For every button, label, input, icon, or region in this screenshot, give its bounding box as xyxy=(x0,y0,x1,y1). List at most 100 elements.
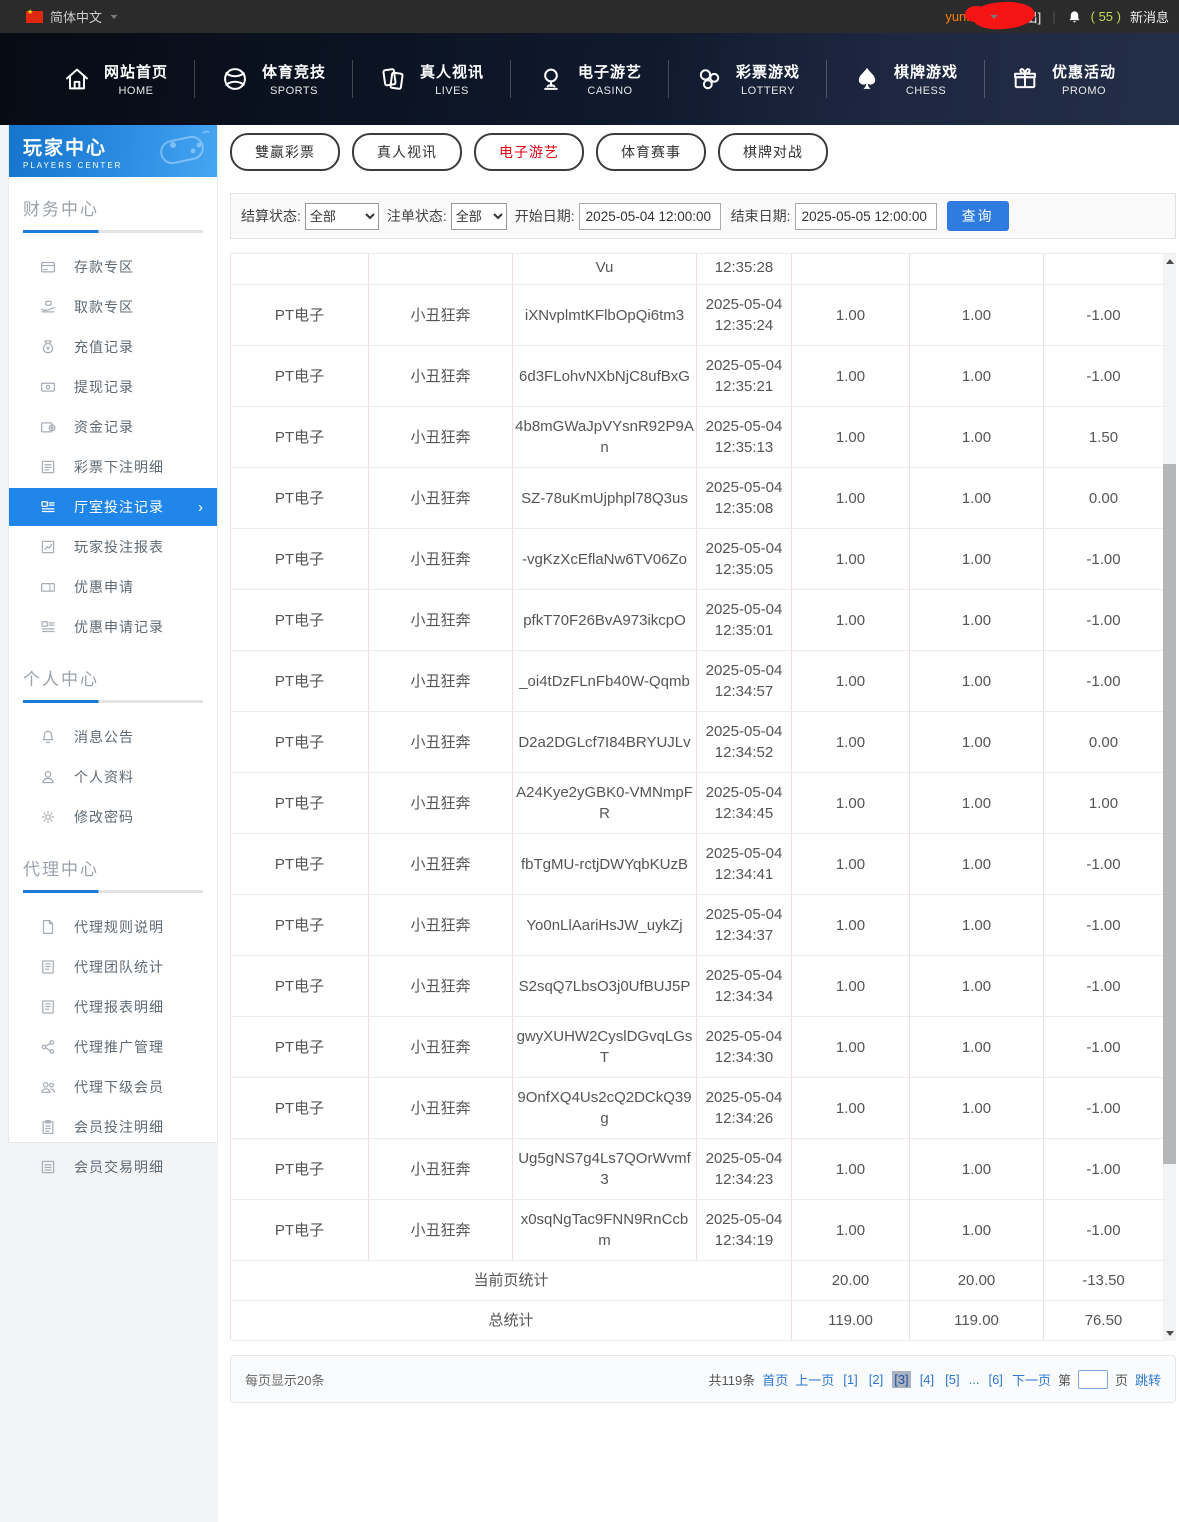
sidebar-item-hall-bet-records[interactable]: 厅室投注记录 › xyxy=(9,488,217,526)
roulette-icon xyxy=(537,65,565,93)
language-selector[interactable]: 简体中文 xyxy=(26,7,119,26)
nav-item-label-en: SPORTS xyxy=(269,85,318,97)
message-label[interactable]: 新消息 xyxy=(1129,10,1169,25)
cell-platform: PT电子 xyxy=(231,895,369,955)
bell-icon xyxy=(39,728,57,746)
per-page-label: 每页显示20条 xyxy=(245,1372,325,1388)
start-date-input[interactable] xyxy=(578,202,721,230)
scroll-down-arrow-icon[interactable] xyxy=(1163,1326,1176,1341)
nav-divider xyxy=(351,60,353,98)
sidebar-item-label: 厅室投注记录 xyxy=(74,499,164,515)
nav-item-home[interactable]: 网站首页 HOME xyxy=(37,61,194,97)
sidebar-item-agent-rules[interactable]: 代理规则说明 xyxy=(9,907,217,947)
settle-status-select[interactable]: 全部 xyxy=(304,202,379,230)
jump-page-input[interactable] xyxy=(1077,1369,1108,1389)
nav-item-promo[interactable]: 优惠活动 PROMO xyxy=(985,61,1142,97)
tab-2[interactable]: 真人视讯 xyxy=(352,133,462,171)
scrollbar-thumb[interactable] xyxy=(1163,464,1176,1164)
cell-win-loss: -1.00 xyxy=(1044,956,1164,1016)
sidebar-item-funds-records[interactable]: 资金记录 xyxy=(9,407,217,447)
cell-valid-bet: 1.00 xyxy=(910,285,1044,345)
report-doc-icon xyxy=(39,998,57,1016)
tab-5[interactable]: 棋牌对战 xyxy=(718,133,828,171)
nav-item-label-en: PROMO xyxy=(1062,85,1107,97)
nav-item-casino[interactable]: 电子游艺 CASINO xyxy=(511,61,668,97)
nav-item-chess[interactable]: 棋牌游戏 CHESS xyxy=(827,61,984,97)
cell-datetime: 2025-05-04 12:35:05 xyxy=(697,529,792,589)
sidebar-item-label: 代理团队统计 xyxy=(74,959,164,975)
sidebar-item-label: 修改密码 xyxy=(74,809,134,825)
page-link-4[interactable]: [4] xyxy=(919,1371,935,1387)
nav-item-lives[interactable]: 真人视讯 LIVES xyxy=(353,61,510,97)
cell-win-loss: -1.00 xyxy=(1044,1017,1164,1077)
table-scrollbar[interactable] xyxy=(1163,254,1176,1341)
tab-4[interactable]: 体育赛事 xyxy=(596,133,706,171)
table-row: PT电子 小丑狂奔 4b8mGWaJpVYsnR92P9An 2025-05-04 12… xyxy=(231,407,1164,468)
table-row: PT电子 小丑狂奔 _oi4tDzFLnFb40W-Qqmb 2025-05-04 12… xyxy=(231,651,1164,712)
nav-item-sports[interactable]: 体育竞技 SPORTS xyxy=(195,61,352,97)
cell-win-loss: -1.00 xyxy=(1044,1139,1164,1199)
nav-item-lottery[interactable]: 彩票游戏 LOTTERY xyxy=(669,61,826,97)
message-count[interactable]: ( 55 ) xyxy=(1090,9,1121,24)
cell-datetime: 2025-05-04 12:35:24 xyxy=(697,285,792,345)
cell-datetime: 2025-05-04 12:34:41 xyxy=(697,834,792,894)
sidebar-item-member-bet-details[interactable]: 会员投注明细 xyxy=(9,1107,217,1147)
redaction-blob xyxy=(972,0,1037,32)
sidebar-item-change-password[interactable]: 修改密码 xyxy=(9,797,217,837)
jump-button[interactable]: 跳转 xyxy=(1134,1372,1161,1388)
cell-bet-amount: 1.00 xyxy=(792,590,910,650)
sidebar-item-agent-subordinate-members[interactable]: 代理下级会员 xyxy=(9,1067,217,1107)
cn-flag-icon xyxy=(26,8,43,23)
page-link-5[interactable]: [5] xyxy=(945,1371,960,1387)
sidebar-item-label: 资金记录 xyxy=(74,419,134,435)
page-link-1[interactable]: [1] xyxy=(843,1371,858,1387)
cell-order-number: fbTgMU-rctjDWYqbKUzB xyxy=(513,834,697,894)
sidebar-item-lottery-bet-details[interactable]: 彩票下注明细 xyxy=(9,447,217,487)
order-status-label: 注单状态: xyxy=(386,208,447,224)
scroll-up-arrow-icon[interactable] xyxy=(1163,254,1176,269)
cell-bet-amount: 1.00 xyxy=(792,956,910,1016)
sidebar-item-member-transaction-details[interactable]: 会员交易明细 xyxy=(9,1147,217,1187)
nav-divider xyxy=(826,60,828,98)
search-button[interactable]: 查询 xyxy=(946,201,1009,231)
order-status-select[interactable]: 全部 xyxy=(450,202,507,230)
next-page-link[interactable]: 下一页 xyxy=(1011,1372,1051,1388)
sidebar-item-deposit-zone[interactable]: 存款专区 xyxy=(9,247,217,287)
username[interactable]: yunfei xyxy=(945,0,1037,32)
tab-1[interactable]: 雙赢彩票 xyxy=(230,133,340,171)
sidebar-item-promo-application-records[interactable]: 优惠申请记录 xyxy=(9,607,217,647)
sidebar-item-personal-profile[interactable]: 个人资料 xyxy=(9,757,217,797)
cell-order-number: _oi4tDzFLnFb40W-Qqmb xyxy=(513,651,697,711)
first-page-link[interactable]: 首页 xyxy=(762,1372,789,1388)
cell-order-number: iXNvplmtKFlbOpQi6tm3 xyxy=(513,285,697,345)
notification-bell-icon[interactable] xyxy=(1067,9,1082,25)
sidebar-item-agent-promotion-management[interactable]: 代理推广管理 xyxy=(9,1027,217,1067)
cell-bet-amount: 1.00 xyxy=(792,529,910,589)
nav-item-label-en: LIVES xyxy=(435,85,469,97)
tab-3[interactable]: 电子游艺 xyxy=(474,133,584,171)
user-chevron-down-icon[interactable] xyxy=(990,14,998,19)
sidebar-item-promo-application[interactable]: 优惠申请 xyxy=(9,567,217,607)
cell-platform: PT电子 xyxy=(231,712,369,772)
sidebar-item-agent-report-details[interactable]: 代理报表明细 xyxy=(9,987,217,1027)
sidebar-item-withdrawal-records[interactable]: 提现记录 xyxy=(9,367,217,407)
page-link-6[interactable]: [6] xyxy=(988,1371,1003,1387)
cell-platform: PT电子 xyxy=(231,773,369,833)
divider: | xyxy=(1052,9,1056,24)
cell-order-number: Vu xyxy=(513,254,697,284)
sports-ball-icon xyxy=(221,65,249,93)
sidebar-item-recharge-records[interactable]: 充值记录 xyxy=(9,327,217,367)
sidebar-item-withdraw-zone[interactable]: 取款专区 xyxy=(9,287,217,327)
sidebar-item-player-bet-report[interactable]: 玩家投注报表 xyxy=(9,527,217,567)
sidebar-item-agent-team-stats[interactable]: 代理团队统计 xyxy=(9,947,217,987)
cell-datetime: 2025-05-04 12:34:30 xyxy=(697,1017,792,1077)
page-link-3[interactable]: [3] xyxy=(892,1370,911,1388)
page-link-2[interactable]: [2] xyxy=(868,1371,884,1387)
nav-item-label-en: CASINO xyxy=(587,85,633,97)
language-label: 简体中文 xyxy=(50,10,103,25)
sidebar-item-message-announcements[interactable]: 消息公告 xyxy=(9,717,217,757)
prev-page-link[interactable]: 上一页 xyxy=(795,1372,835,1388)
end-date-input[interactable] xyxy=(794,202,937,230)
cell-game: 小丑狂奔 xyxy=(369,1078,513,1138)
chevron-down-icon xyxy=(110,14,118,19)
